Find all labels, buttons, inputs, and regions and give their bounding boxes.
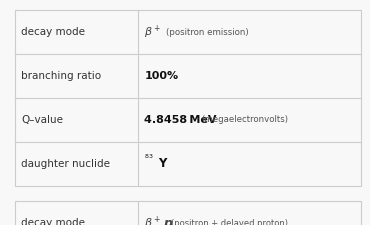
Text: 100%: 100% <box>144 71 178 81</box>
Text: 4.8458 MeV: 4.8458 MeV <box>144 115 217 125</box>
Text: (megaelectronvolts): (megaelectronvolts) <box>202 115 289 124</box>
Text: Q–value: Q–value <box>21 115 64 125</box>
Text: (positron + delayed proton): (positron + delayed proton) <box>171 219 288 225</box>
Text: $\mathregular{^{83}}$: $\mathregular{^{83}}$ <box>144 154 154 163</box>
Text: daughter nuclide: daughter nuclide <box>21 159 111 169</box>
Text: branching ratio: branching ratio <box>21 71 102 81</box>
Text: decay mode: decay mode <box>21 27 85 37</box>
Bar <box>15 201 361 225</box>
Bar <box>15 10 361 186</box>
Text: Y: Y <box>158 157 167 170</box>
Text: $\beta^+$: $\beta^+$ <box>144 215 161 225</box>
Text: decay mode: decay mode <box>21 218 85 225</box>
Text: $\beta^+$: $\beta^+$ <box>144 23 161 41</box>
Text: (positron emission): (positron emission) <box>166 28 248 37</box>
Text: p: p <box>164 217 172 225</box>
